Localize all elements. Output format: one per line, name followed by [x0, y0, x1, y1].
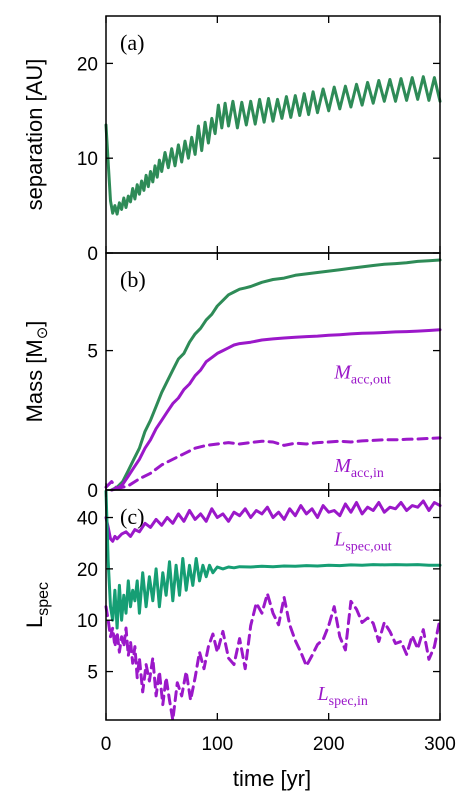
x-tick-label: 300 [424, 734, 456, 755]
y-axis-label: Mass [M⊙] [22, 321, 51, 423]
panel-a: 0 10 20 (a) separation [AU] [22, 15, 442, 265]
plot-frame [105, 15, 441, 254]
series-line-3-3 [104, 592, 442, 722]
y-tick-label: 10 [77, 611, 98, 632]
y-tick-label: 10 [77, 149, 98, 170]
series-line-3-2 [104, 489, 442, 630]
y-tick-label: 40 [77, 509, 98, 530]
y-tick-label: 0 [87, 481, 98, 502]
panel-label: (b) [120, 267, 146, 292]
y-tick-label: 0 [87, 244, 98, 265]
series-line-1-1 [104, 75, 442, 216]
y-axis-label: separation [AU] [22, 59, 47, 211]
panel-c: 5 10 20 40 (c) Lspec Lspec,out Lspec,in [22, 489, 442, 722]
series-line-2-3 [104, 436, 442, 491]
series-line-2-2 [110, 328, 442, 492]
y-tick-label: 20 [77, 54, 98, 75]
y-tick-label: 20 [77, 560, 98, 581]
series-line-2-1 [110, 258, 442, 492]
series-annotation: Macc,in [333, 455, 384, 481]
series-line-3-1 [104, 499, 442, 543]
plot-frame [105, 489, 441, 721]
panel-b: 0 5 (b) Mass [M⊙] Macc,out Macc,in [22, 252, 442, 502]
x-axis-label: time [yr] [233, 766, 311, 791]
x-tick-label: 200 [313, 734, 345, 755]
y-tick-label: 5 [87, 663, 98, 684]
series-annotation: Macc,out [333, 361, 391, 387]
x-tick-label: 0 [101, 734, 112, 755]
x-tick-label: 100 [201, 734, 233, 755]
panel-label: (c) [120, 504, 144, 529]
series-annotation: Lspec,out [333, 528, 392, 554]
y-axis-label: Lspec [22, 582, 52, 628]
y-tick-label: 5 [87, 342, 98, 363]
panel-label: (a) [120, 30, 144, 55]
series-annotation: Lspec,in [317, 683, 368, 709]
